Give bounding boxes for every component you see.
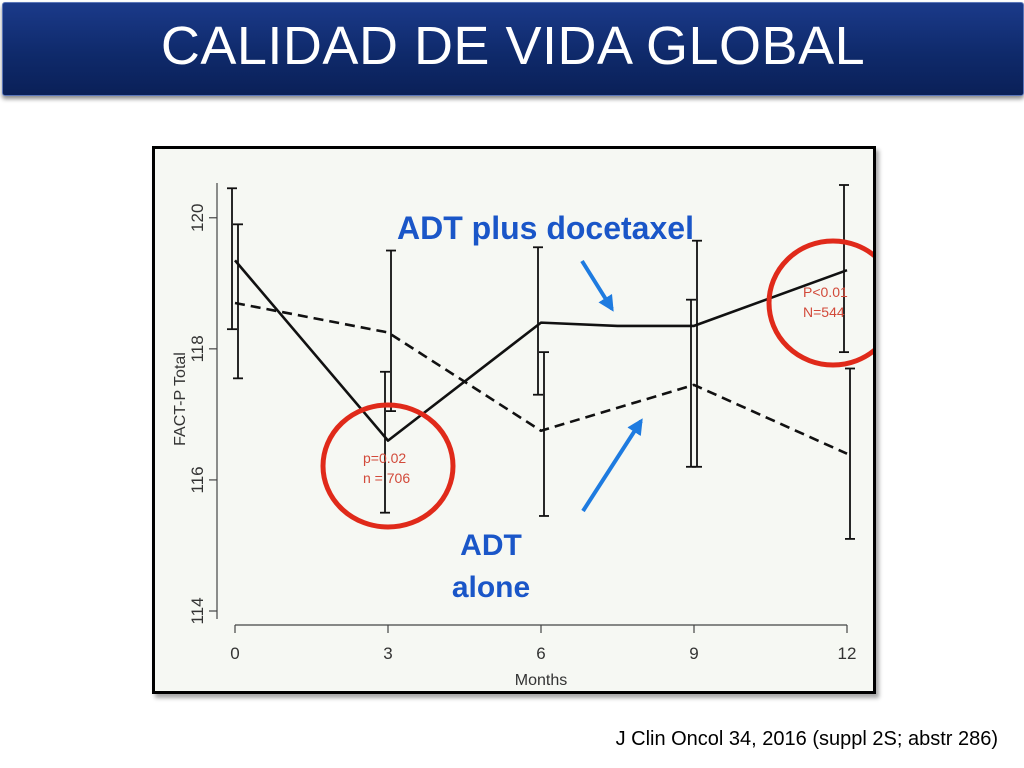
x-tick-label: 3 <box>383 644 392 663</box>
annotation-n-month-12: N=544 <box>803 304 845 320</box>
y-tick-label: 118 <box>188 335 207 362</box>
x-tick-label: 9 <box>689 644 698 663</box>
series-line-group <box>234 259 848 455</box>
axes: FACT-P Total Months <box>172 183 847 689</box>
error-bar-group <box>227 184 855 540</box>
series-label-adt-alone-line1: ADT <box>460 529 522 562</box>
x-axis-label: Months <box>515 672 567 689</box>
x-tick-label: 0 <box>230 644 239 663</box>
series-label-adt-plus-docetaxel: ADT plus docetaxel <box>397 210 694 246</box>
fact-p-chart: FACT-P Total Months 0 3 6 9 12 114 116 118 120 A… <box>172 183 873 689</box>
series-label-adt-alone-line2: alone <box>452 571 530 604</box>
x-tick-label: 12 <box>838 644 857 663</box>
highlight-circle-month-12 <box>766 238 873 368</box>
y-axis-label: FACT-P Total <box>172 352 189 446</box>
arrow-adt-plus-docetaxel <box>580 259 614 312</box>
y-tick-label: 114 <box>188 597 207 624</box>
y-tick-label: 120 <box>188 204 207 232</box>
tick-group: 0 3 6 9 12 114 116 118 120 <box>188 204 856 663</box>
annotation-n-month-3: n = 706 <box>363 470 410 486</box>
title-bar: CALIDAD DE VIDA GLOBAL <box>2 2 1024 96</box>
chart-frame: FACT-P Total Months 0 3 6 9 12 114 116 118 120 A… <box>152 146 876 694</box>
annotation-p-value-month-12: P<0.01 <box>803 284 848 300</box>
x-tick-label: 6 <box>536 644 545 663</box>
highlight-circle-month-3 <box>320 402 456 530</box>
citation: J Clin Oncol 34, 2016 (suppl 2S; abstr 2… <box>615 728 998 750</box>
arrow-adt-alone <box>581 418 643 513</box>
y-tick-label: 116 <box>188 466 207 493</box>
annotation-p-value-month-3: p=0.02 <box>363 450 406 466</box>
slide-title: CALIDAD DE VIDA GLOBAL <box>160 16 866 76</box>
series-line-adt-alone <box>234 301 848 455</box>
